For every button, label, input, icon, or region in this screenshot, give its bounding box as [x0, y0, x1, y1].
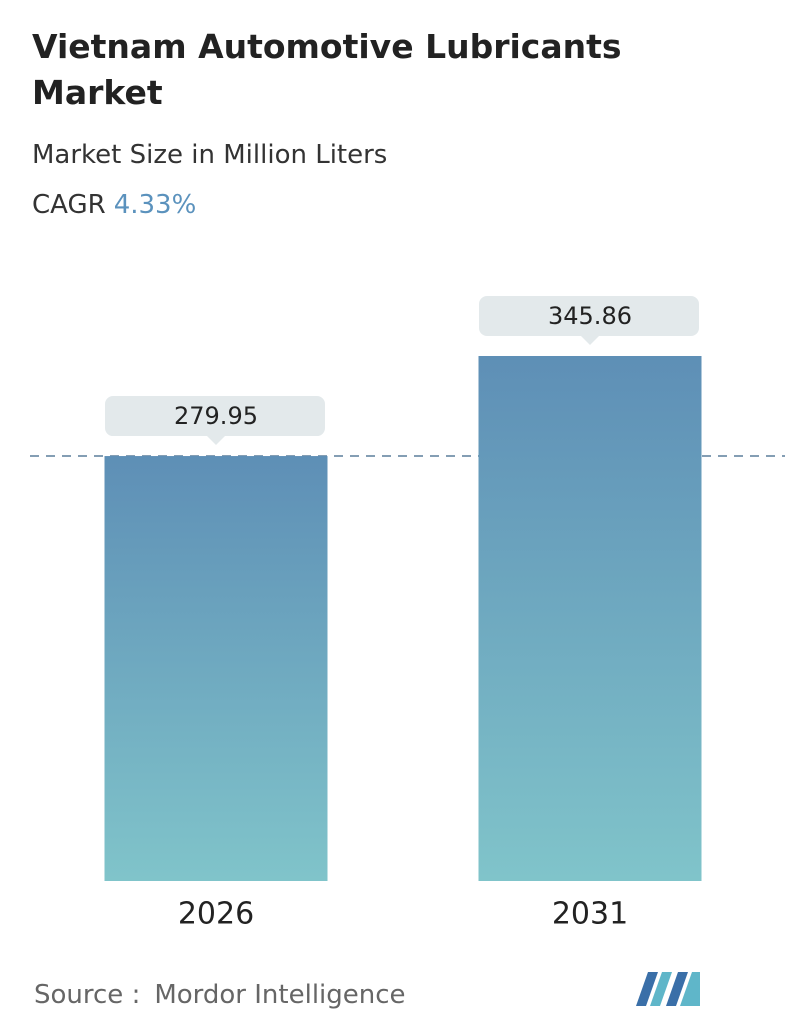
logo — [636, 972, 700, 1006]
cagr: CAGR 4.33% — [32, 190, 196, 220]
source-label: Source : — [34, 980, 141, 1010]
bar — [478, 356, 702, 881]
value-label-pointer — [207, 436, 225, 446]
value-label-box — [105, 396, 325, 437]
value-label: 345.86 — [548, 302, 632, 330]
cagr-label: CAGR — [32, 190, 106, 220]
source-name: Mordor Intelligence — [154, 980, 406, 1010]
chart-subtitle: Market Size in Million Liters — [32, 140, 388, 170]
x-tick-label: 2026 — [178, 897, 254, 932]
value-label-pointer — [581, 336, 599, 345]
x-tick-label: 2031 — [552, 897, 628, 932]
chart-title: Vietnam Automotive Lubricants Market — [32, 27, 622, 112]
bar — [104, 456, 328, 881]
source: Source : Mordor Intelligence — [34, 980, 406, 1010]
value-label: 279.95 — [174, 402, 258, 430]
cagr-value: 4.33% — [113, 190, 197, 220]
value-label-box — [479, 296, 699, 336]
